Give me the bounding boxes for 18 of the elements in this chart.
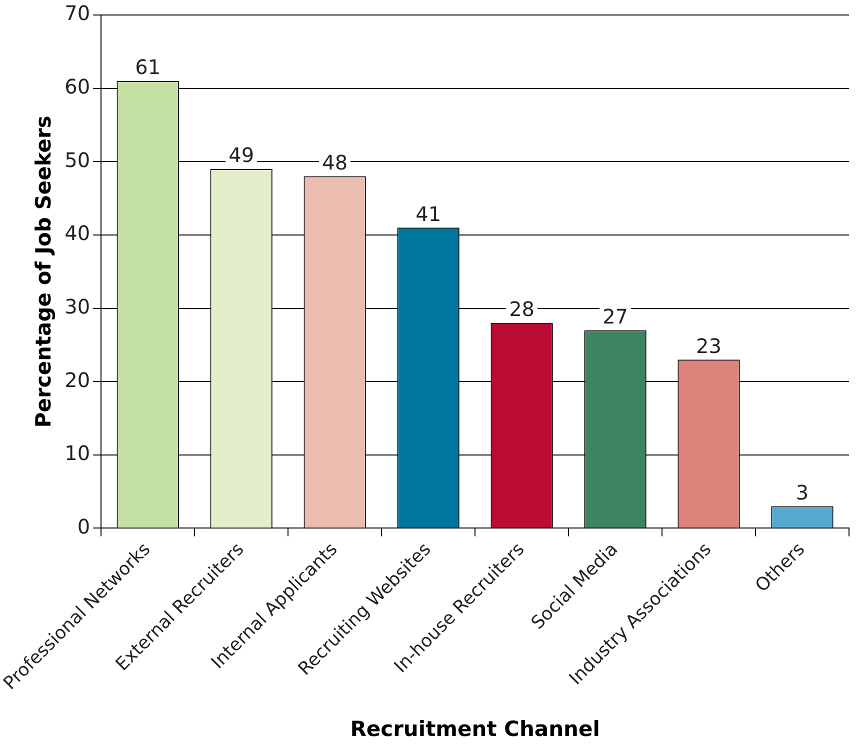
data-label: 48 [322, 150, 348, 174]
y-tick-label: 70 [64, 1, 90, 26]
y-axis-title: Percentage of Job Seekers [32, 116, 56, 428]
data-label: 27 [602, 304, 628, 328]
y-tick-label: 10 [64, 441, 90, 466]
y-tick-label: 50 [64, 148, 90, 172]
y-tick-label: 30 [64, 294, 90, 318]
y-tick-label: 60 [64, 74, 90, 99]
y-tick-label: 40 [64, 221, 90, 246]
x-axis-title: Recruitment Channel [350, 716, 600, 741]
y-tick-label: 20 [64, 368, 90, 392]
y-tick-label: 0 [77, 514, 90, 538]
data-label: 49 [228, 143, 254, 168]
data-label: 28 [509, 297, 535, 322]
data-label: 23 [696, 334, 722, 358]
data-label: 61 [135, 55, 161, 80]
data-label: 41 [416, 202, 442, 226]
data-label: 3 [796, 480, 809, 504]
